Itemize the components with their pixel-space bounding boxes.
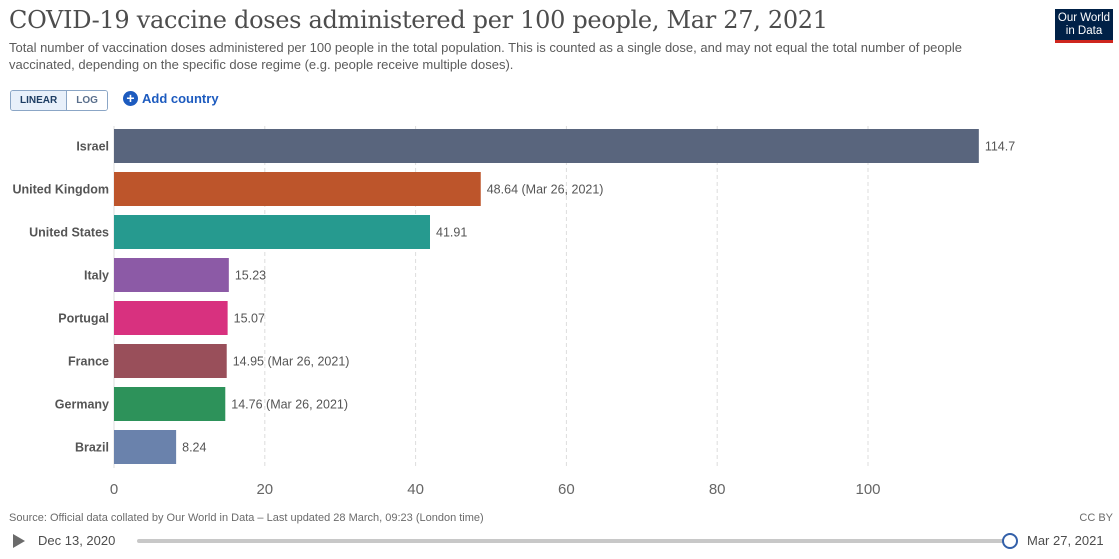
value-label: 15.23 — [235, 269, 266, 283]
bar[interactable] — [114, 172, 481, 206]
bar[interactable] — [114, 430, 177, 464]
category-label[interactable]: United States — [29, 226, 109, 240]
add-country-button[interactable]: + Add country — [123, 91, 219, 106]
category-label[interactable]: France — [68, 355, 109, 369]
x-tick-label: 60 — [558, 481, 575, 498]
category-label[interactable]: Portugal — [58, 312, 109, 326]
bar[interactable] — [114, 129, 979, 163]
category-label[interactable]: Italy — [84, 269, 109, 283]
logo-line-1: Our World — [1057, 12, 1111, 24]
plus-circle-icon: + — [123, 91, 138, 106]
bar[interactable] — [114, 301, 228, 335]
bar[interactable] — [114, 387, 226, 421]
bar[interactable] — [114, 258, 229, 292]
category-label[interactable]: Germany — [55, 398, 109, 412]
logo-line-2: in Data — [1065, 25, 1103, 37]
chart-subtitle: Total number of vaccination doses admini… — [9, 40, 962, 72]
value-label: 114.7 — [985, 140, 1015, 154]
value-label: 15.07 — [234, 312, 265, 326]
play-icon[interactable] — [13, 534, 25, 548]
bars: Israel 114.7 United Kingdom 48.64 (Mar 26, … — [12, 129, 1015, 464]
x-tick-label: 80 — [709, 481, 726, 498]
source-note: Source: Official data collated by Our Wo… — [9, 512, 484, 524]
value-label: 41.91 — [436, 226, 467, 240]
add-country-label: Add country — [142, 91, 219, 106]
bar[interactable] — [114, 344, 227, 378]
timeline-end-date: Mar 27, 2021 — [1027, 533, 1104, 548]
log-scale-button[interactable]: LOG — [67, 91, 107, 110]
owid-logo[interactable]: Our World in Data — [1055, 9, 1113, 43]
category-label[interactable]: United Kingdom — [12, 183, 109, 197]
timeline: Dec 13, 2020 Mar 27, 2021 — [0, 530, 1119, 552]
timeline-track[interactable] — [137, 539, 1010, 543]
x-tick-label: 100 — [855, 481, 880, 498]
x-tick-label: 40 — [407, 481, 424, 498]
bar[interactable] — [114, 215, 431, 249]
bar-chart: Israel 114.7 United Kingdom 48.64 (Mar 26, … — [12, 126, 1015, 498]
category-label[interactable]: Israel — [76, 140, 109, 154]
license-link[interactable]: CC BY — [1079, 512, 1113, 524]
value-label: 14.76 (Mar 26, 2021) — [231, 398, 348, 412]
x-axis: 0 20 40 60 80 100 — [110, 481, 881, 498]
value-label: 14.95 (Mar 26, 2021) — [233, 355, 350, 369]
value-label: 8.24 — [182, 441, 206, 455]
scale-toggle: LINEAR LOG — [10, 90, 108, 111]
category-label[interactable]: Brazil — [75, 441, 109, 455]
x-tick-label: 0 — [110, 481, 118, 498]
value-label: 48.64 (Mar 26, 2021) — [487, 183, 604, 197]
timeline-handle[interactable] — [1002, 533, 1018, 549]
timeline-start-date: Dec 13, 2020 — [38, 533, 116, 548]
chart-title: COVID-19 vaccine doses administered per … — [9, 6, 828, 34]
x-tick-label: 20 — [256, 481, 273, 498]
linear-scale-button[interactable]: LINEAR — [11, 91, 68, 110]
